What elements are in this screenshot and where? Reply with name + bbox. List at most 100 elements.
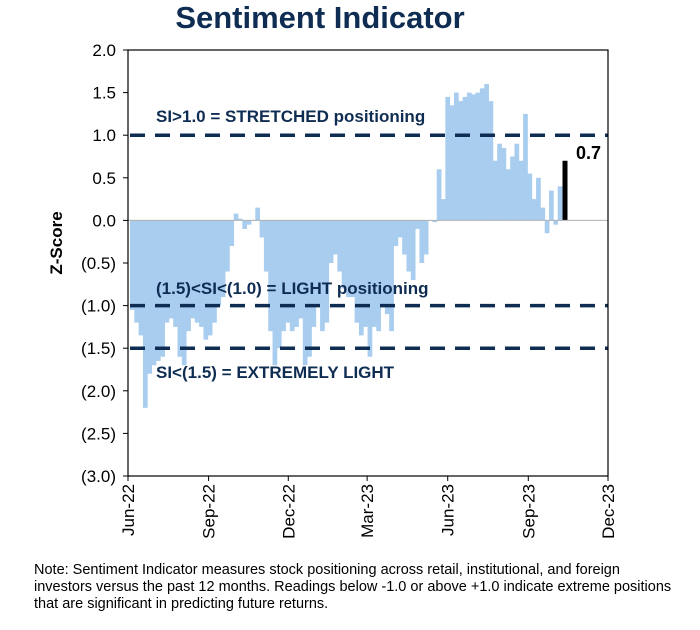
axes: 2.0 1.5 1.0 0.5 0.0 (0.5) (1.0) (1.5) (2.0) (2.5)…: [47, 41, 618, 539]
bar: [155, 220, 161, 361]
bar: [315, 220, 321, 306]
bar: [259, 220, 265, 238]
bar: [557, 186, 563, 221]
bar: [229, 220, 235, 246]
bar: [333, 220, 338, 255]
y-tick-label: 0.5: [92, 169, 116, 188]
bar: [540, 207, 546, 221]
bar: [505, 169, 511, 221]
bar: [523, 113, 528, 221]
bar: [298, 220, 304, 319]
y-tick-label: (1.0): [81, 297, 116, 316]
y-tick-label: (2.0): [81, 382, 116, 401]
bar: [436, 169, 442, 221]
bar: [220, 220, 226, 298]
bar: [363, 220, 368, 327]
bar: [410, 220, 416, 281]
bar: [294, 220, 299, 327]
bar: [138, 220, 144, 336]
bar: [164, 220, 170, 323]
bar: [263, 220, 269, 272]
bar: [518, 160, 524, 221]
bar: [371, 220, 377, 327]
x-tick-label: Dec-22: [279, 484, 298, 539]
bar: [311, 220, 317, 327]
bar: [246, 220, 252, 225]
y-tick-label: (1.5): [81, 339, 116, 358]
bar: [242, 220, 248, 229]
bar: [367, 220, 373, 357]
bar: [415, 220, 420, 229]
bar: [445, 96, 451, 221]
bar: [272, 220, 278, 366]
bar: [531, 199, 537, 221]
bar: [147, 220, 152, 374]
bar: [225, 220, 230, 272]
bar: [462, 96, 468, 221]
reference-line-label: (1.5)<SI<(1.0) = LIGHT positioning: [156, 279, 429, 298]
bar: [255, 207, 260, 221]
bar: [492, 160, 498, 221]
x-tick-label: Sep-23: [519, 484, 538, 539]
sentiment-chart: 2.0 1.5 1.0 0.5 0.0 (0.5) (1.0) (1.5) (2.0) (2.5)…: [47, 41, 618, 539]
bar: [173, 220, 178, 327]
bar: [479, 88, 485, 221]
bar: [341, 220, 347, 289]
bar: [142, 220, 148, 408]
bar: [203, 220, 209, 340]
bar: [307, 220, 312, 357]
bar: [199, 220, 204, 327]
x-tick-label: Sep-22: [200, 484, 219, 539]
bar: [238, 218, 243, 221]
bar: [393, 220, 399, 246]
bar: [549, 190, 554, 221]
bar: [488, 101, 494, 221]
bar: [350, 220, 356, 298]
y-axis-label: Z-Score: [47, 211, 66, 274]
reference-lines: [130, 133, 608, 350]
footnote: Note: Sentiment Indicator measures stock…: [34, 562, 672, 612]
bar: [376, 220, 381, 332]
x-tick-label: Mar-23: [358, 484, 377, 538]
bar: [302, 220, 308, 366]
bar: [544, 220, 550, 234]
bar: [514, 143, 520, 221]
y-tick-label: 1.5: [92, 84, 116, 103]
bar: [285, 220, 291, 323]
bar: [346, 220, 351, 298]
reference-line-label: SI<(1.5) = EXTREMELY LIGHT: [156, 363, 395, 382]
current-value-label: 0.7: [576, 143, 601, 163]
bar: [354, 220, 360, 323]
bar: [337, 220, 343, 272]
bar: [190, 220, 196, 319]
y-tick-label: (0.5): [81, 254, 116, 273]
bar: [441, 199, 446, 221]
bar: [151, 220, 157, 366]
y-tick-label: (2.5): [81, 424, 116, 443]
bar: [194, 220, 200, 323]
reference-line-label: SI>1.0 = STRETCHED positioning: [156, 107, 425, 126]
bar: [471, 94, 476, 221]
bar-series: [130, 84, 568, 408]
x-tick-label: Dec-23: [599, 484, 618, 539]
bar: [423, 220, 429, 255]
bar: [320, 220, 325, 332]
bar: [402, 220, 407, 255]
bar: [268, 220, 273, 332]
bar: [432, 220, 438, 223]
bar: [454, 92, 459, 221]
bar: [380, 220, 386, 306]
bar: [384, 220, 390, 315]
chart-title: Sentiment Indicator: [175, 0, 465, 35]
bar: [419, 220, 425, 263]
x-tick-label: Jun-22: [119, 484, 138, 536]
bar: [406, 220, 412, 272]
current-value-bar: [562, 160, 568, 221]
bar: [501, 147, 507, 221]
bar: [207, 220, 213, 336]
bar: [466, 92, 472, 221]
bar: [281, 220, 286, 332]
bar: [130, 220, 135, 310]
bar: [177, 220, 183, 357]
bar: [449, 105, 455, 221]
